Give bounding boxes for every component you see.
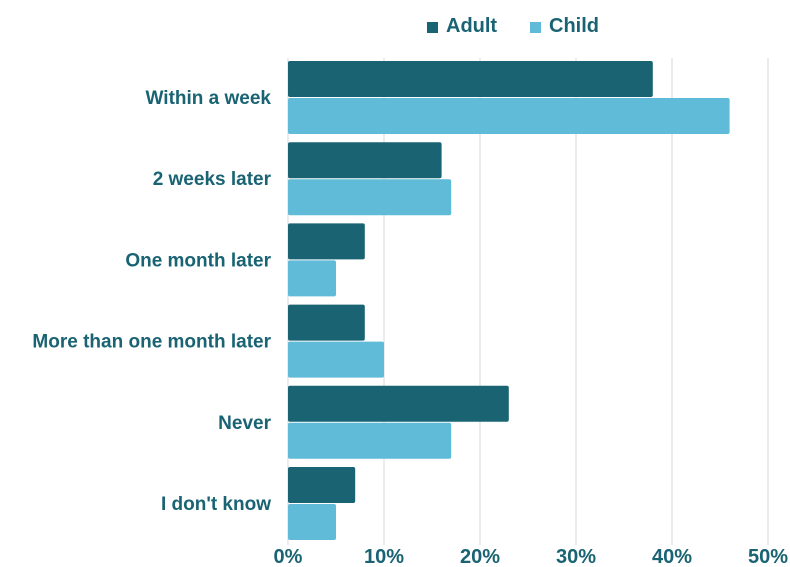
bar-adult-1	[288, 142, 442, 179]
legend: Adult Child	[427, 15, 599, 37]
bar-adult-2	[288, 223, 365, 260]
x-tick-label-3: 30%	[556, 546, 596, 567]
bar-child-2	[288, 260, 336, 297]
bar-child-0	[288, 98, 730, 134]
x-tick-label-2: 20%	[460, 546, 500, 567]
x-tick-label-1: 10%	[364, 546, 404, 567]
x-tick-label-4: 40%	[652, 546, 692, 567]
bar-child-5	[288, 504, 336, 540]
category-label-1: 2 weeks later	[153, 169, 272, 190]
bar-adult-0	[288, 61, 653, 97]
x-tick-label-5: 50%	[748, 546, 788, 567]
legend-label-child: Child	[549, 15, 599, 37]
bar-adult-3	[288, 304, 365, 341]
bars	[288, 61, 730, 540]
legend-swatch-adult	[427, 22, 438, 33]
bar-adult-5	[288, 467, 356, 503]
x-axis-tick-labels: 0% 10% 20% 30% 40% 50%	[274, 546, 789, 567]
gridlines	[287, 58, 769, 545]
category-labels: Within a week 2 weeks later One month late…	[32, 88, 271, 515]
category-label-5: I don't know	[161, 494, 271, 515]
legend-label-adult: Adult	[446, 15, 497, 37]
category-label-2: One month later	[125, 250, 271, 271]
category-label-0: Within a week	[146, 88, 272, 109]
bar-child-4	[288, 422, 452, 459]
bar-child-1	[288, 179, 452, 216]
x-tick-label-0: 0%	[274, 546, 303, 567]
bar-adult-4	[288, 385, 509, 422]
bar-child-3	[288, 341, 384, 378]
legend-swatch-child	[530, 22, 541, 33]
category-label-4: Never	[218, 413, 271, 434]
category-label-3: More than one month later	[32, 332, 271, 353]
